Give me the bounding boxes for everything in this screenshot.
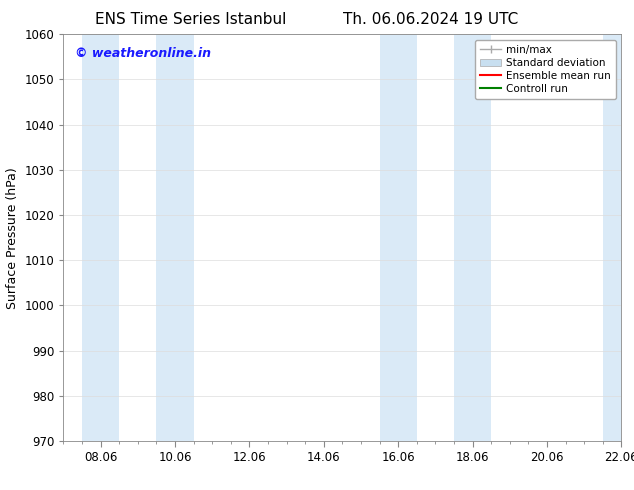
Bar: [603, 34, 634, 441]
Bar: [454, 34, 491, 441]
Text: © weatheronline.in: © weatheronline.in: [75, 47, 210, 59]
Bar: [380, 34, 417, 441]
Text: ENS Time Series Istanbul: ENS Time Series Istanbul: [94, 12, 286, 27]
Bar: [157, 34, 193, 441]
Text: Th. 06.06.2024 19 UTC: Th. 06.06.2024 19 UTC: [344, 12, 519, 27]
Y-axis label: Surface Pressure (hPa): Surface Pressure (hPa): [6, 167, 19, 309]
Legend: min/max, Standard deviation, Ensemble mean run, Controll run: min/max, Standard deviation, Ensemble me…: [475, 40, 616, 99]
Bar: [82, 34, 119, 441]
